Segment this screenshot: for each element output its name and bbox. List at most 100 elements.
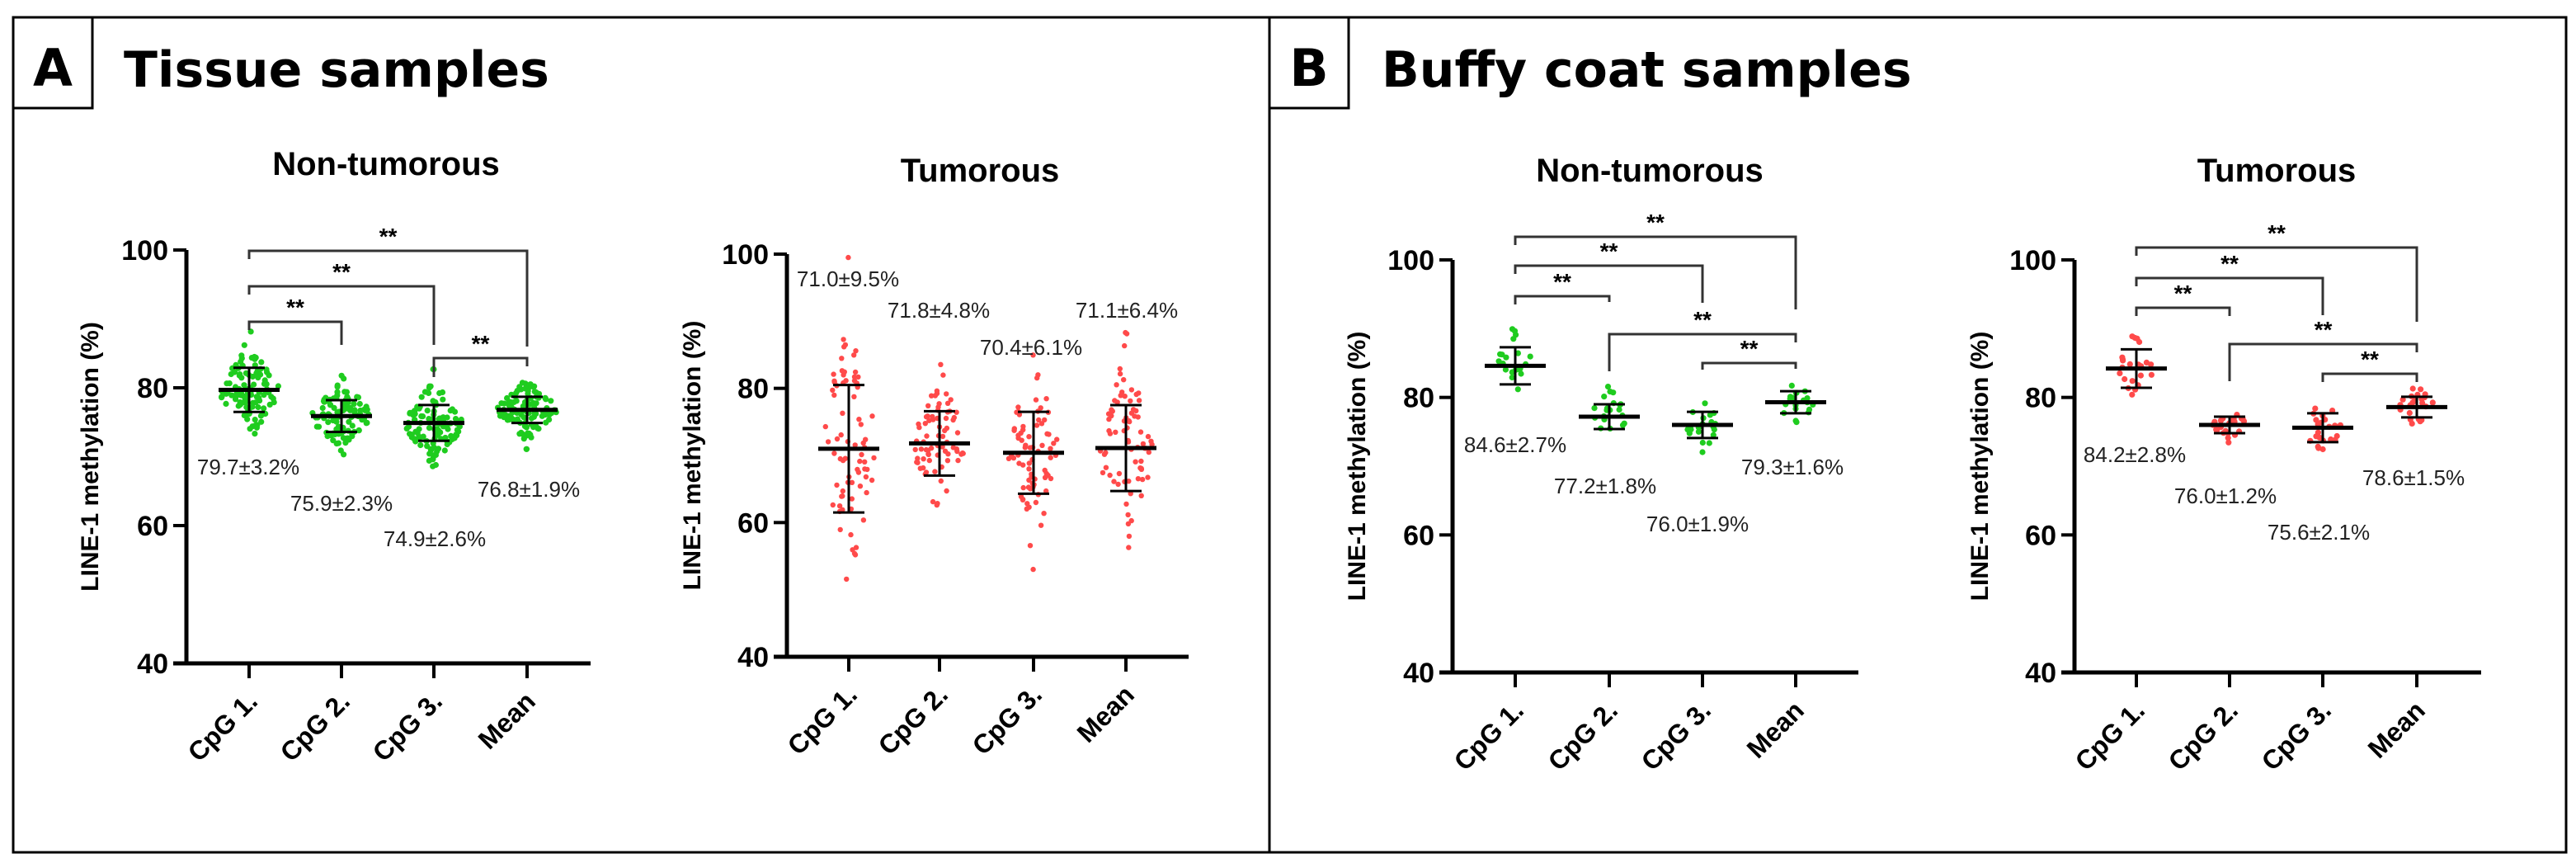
significance-bracket	[1514, 264, 1704, 303]
mean-sd-annotation: 76.0±1.9%	[1646, 512, 1749, 536]
data-point	[1126, 479, 1132, 484]
y-tick-label: 80	[1403, 383, 1434, 414]
data-point	[2213, 427, 2220, 433]
data-point	[520, 436, 527, 442]
data-point	[2417, 418, 2423, 425]
data-point	[351, 401, 357, 408]
data-point	[2136, 338, 2143, 346]
data-point	[1027, 445, 1034, 451]
data-point	[943, 415, 949, 422]
significance-label: **	[332, 259, 351, 285]
data-point	[2418, 386, 2424, 393]
y-tick-label: 100	[722, 239, 769, 271]
data-point	[440, 396, 446, 403]
y-axis-label: LINE-1 methylation (%)	[1966, 332, 1994, 601]
data-point	[1128, 398, 1133, 404]
data-point	[523, 446, 530, 452]
data-point	[335, 440, 341, 446]
chart-3: Non-tumorous LINE-1 methylation (%) 40 60 80…	[1344, 153, 1858, 776]
data-point	[349, 422, 356, 429]
y-axis-label: LINE-1 methylation (%)	[679, 321, 706, 591]
data-point	[356, 400, 363, 408]
data-point	[542, 394, 549, 401]
data-point	[525, 388, 531, 394]
data-point	[1707, 412, 1713, 418]
data-point	[1016, 460, 1022, 466]
data-point	[1128, 517, 1134, 524]
data-points-1	[822, 254, 877, 583]
data-point	[1100, 469, 1106, 476]
y-tick-label: 80	[2025, 383, 2056, 414]
data-point	[857, 484, 864, 489]
data-point	[921, 465, 926, 471]
data-point	[830, 502, 836, 508]
data-point	[954, 430, 961, 436]
data-point	[1610, 389, 1617, 396]
data-points-1	[2117, 333, 2155, 398]
data-point	[839, 356, 845, 361]
mean-sd-annotation: 75.9±2.3%	[290, 491, 393, 516]
data-point	[1048, 446, 1053, 451]
data-point	[1123, 501, 1129, 507]
data-point	[2117, 370, 2123, 376]
data-point	[449, 406, 456, 413]
data-point	[244, 416, 251, 422]
data-point	[418, 394, 425, 400]
y-axis-label: LINE-1 methylation (%)	[1344, 332, 1371, 601]
data-point	[432, 461, 440, 469]
chart-1: Non-tumorous LINE-1 methylation (%) 40 60 80…	[77, 146, 591, 767]
significance-label: **	[1740, 336, 1759, 361]
data-point	[922, 421, 929, 427]
data-point	[2122, 375, 2128, 383]
data-point	[1027, 543, 1034, 549]
significance-bracket	[2135, 306, 2231, 316]
data-point	[1042, 474, 1048, 480]
data-point	[1604, 384, 1612, 390]
data-point	[258, 359, 265, 366]
data-point	[342, 440, 349, 446]
data-point	[940, 444, 945, 450]
data-point	[1140, 441, 1147, 447]
data-point	[1112, 398, 1118, 403]
significance-label: **	[472, 331, 490, 356]
data-point	[349, 433, 356, 440]
data-point	[1043, 396, 1049, 402]
data-point	[860, 517, 867, 523]
data-point	[436, 389, 443, 397]
data-point	[1005, 455, 1012, 461]
significance-bracket	[1514, 295, 1611, 304]
mean-sd-annotation: 77.2±1.8%	[1554, 474, 1656, 498]
data-point	[426, 416, 432, 422]
data-point	[1030, 352, 1036, 358]
significance-bracket	[2321, 372, 2418, 382]
data-point	[546, 412, 553, 418]
significance-label: **	[2268, 220, 2286, 246]
data-point	[1145, 433, 1151, 440]
x-tick-label: Mean	[473, 686, 541, 754]
data-point	[1026, 477, 1032, 484]
data-point	[2319, 446, 2326, 453]
data-point	[834, 482, 840, 488]
data-point	[219, 394, 225, 401]
data-point	[944, 425, 950, 432]
data-point	[940, 433, 946, 440]
data-point	[330, 417, 337, 424]
data-point	[247, 328, 254, 335]
data-point	[238, 375, 245, 381]
x-tick-label: Mean	[2362, 695, 2431, 763]
data-point	[2148, 371, 2155, 378]
data-point	[2137, 372, 2144, 379]
data-point	[1616, 406, 1622, 413]
data-point	[1026, 434, 1032, 440]
data-point	[223, 400, 229, 407]
significance-label: **	[379, 224, 398, 249]
data-point	[261, 380, 268, 387]
chart-title: Tumorous	[2197, 153, 2357, 189]
data-point	[354, 394, 360, 400]
data-point	[1684, 427, 1691, 433]
data-point	[1044, 431, 1050, 436]
y-tick-label: 60	[137, 511, 168, 542]
data-point	[1103, 450, 1109, 455]
data-point	[1706, 440, 1712, 446]
